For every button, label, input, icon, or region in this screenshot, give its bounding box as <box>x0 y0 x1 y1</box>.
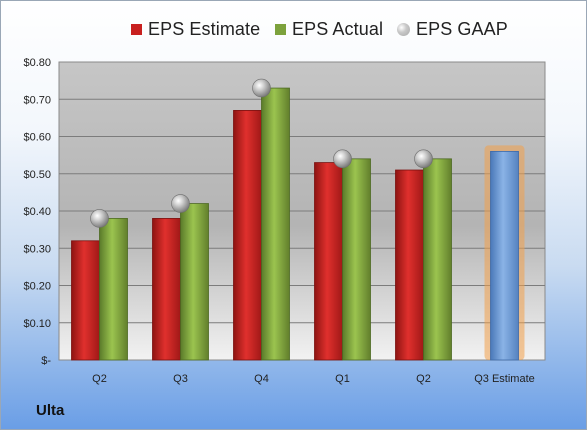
x-tick-label: Q3 Estimate <box>474 373 535 385</box>
bar-eps-estimate <box>233 110 262 361</box>
legend-label-gaap: EPS GAAP <box>416 18 508 39</box>
legend-swatch-actual <box>275 23 286 35</box>
legend-item-eps-gaap: EPS GAAP <box>397 17 508 41</box>
y-tick-label: $0.10 <box>23 318 51 330</box>
marker-eps-gaap <box>414 149 433 169</box>
marker-eps-gaap <box>333 149 352 169</box>
y-tick-label: $0.20 <box>23 281 51 293</box>
legend: EPS Estimate EPS Actual EPS GAAP <box>1 17 587 41</box>
bar-eps-actual <box>261 87 290 361</box>
marker-eps-gaap <box>90 209 109 228</box>
y-axis-labels: $- $0.10 $0.20 $0.30 $0.40 $0.50 $0.60 $0.70 $0.… <box>23 57 51 367</box>
y-tick-label: $0.60 <box>23 132 51 144</box>
bars <box>71 78 525 361</box>
legend-label-estimate: EPS Estimate <box>148 18 261 39</box>
x-tick-label: Q1 <box>335 373 350 385</box>
bar-eps-estimate <box>395 169 424 361</box>
company-name: Ulta <box>36 402 65 419</box>
y-tick-label: $0.70 <box>23 94 51 106</box>
legend-ball-gaap <box>397 22 410 36</box>
y-tick-label: $0.50 <box>23 169 51 181</box>
x-tick-label: Q2 <box>92 373 107 385</box>
x-axis-labels: Q2 Q3 Q4 Q1 Q2 Q3 Estimate <box>92 373 535 385</box>
legend-label-actual: EPS Actual <box>292 18 384 39</box>
marker-eps-gaap <box>171 194 190 213</box>
legend-item-eps-actual: EPS Actual <box>275 17 383 41</box>
x-tick-label: Q2 <box>416 373 431 385</box>
bar-eps-actual <box>180 203 209 361</box>
bar-eps-actual <box>99 218 128 361</box>
x-tick-label: Q4 <box>254 373 269 385</box>
gridlines <box>59 98 545 324</box>
y-tick-label: $0.40 <box>23 206 51 218</box>
legend-item-eps-estimate: EPS Estimate <box>131 17 260 41</box>
bar-eps-estimate <box>152 218 181 361</box>
y-tick-label: $0.30 <box>23 243 51 255</box>
marker-eps-gaap <box>252 78 271 98</box>
legend-swatch-estimate <box>131 23 142 35</box>
bar-eps-actual <box>423 158 452 361</box>
bar-eps-estimate <box>314 162 343 361</box>
bar-q3-estimate <box>490 150 519 361</box>
y-tick-label: $0.80 <box>23 57 51 69</box>
bar-eps-actual <box>342 158 371 361</box>
y-tick-label: $- <box>41 355 51 367</box>
x-tick-label: Q3 <box>173 373 188 385</box>
bar-eps-estimate <box>71 240 100 361</box>
